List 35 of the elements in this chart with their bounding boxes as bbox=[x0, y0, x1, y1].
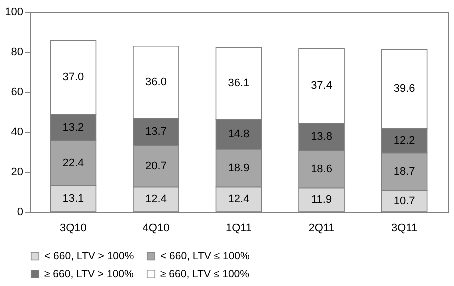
y-tick-label: 100 bbox=[5, 6, 24, 18]
x-tick-label: 3Q10 bbox=[60, 222, 87, 234]
data-label: 37.0 bbox=[62, 72, 84, 84]
data-label: 18.6 bbox=[311, 164, 332, 176]
y-tick-label: 20 bbox=[11, 166, 24, 178]
legend-label: < 660, LTV ≤ 100% bbox=[160, 250, 250, 262]
data-label: 18.7 bbox=[394, 166, 416, 178]
data-label: 18.9 bbox=[228, 162, 250, 174]
data-label: 22.4 bbox=[62, 157, 84, 170]
x-tick-label: 4Q10 bbox=[142, 222, 170, 234]
data-label: 36.0 bbox=[146, 76, 167, 88]
x-tick-label: 1Q11 bbox=[226, 222, 252, 234]
data-label: 14.8 bbox=[228, 128, 250, 141]
x-tick-label: 3Q11 bbox=[392, 222, 418, 234]
y-tick-label: 60 bbox=[11, 86, 24, 98]
data-label: 12.2 bbox=[394, 135, 416, 147]
data-label: 13.7 bbox=[146, 126, 167, 138]
data-label: 12.4 bbox=[146, 194, 167, 206]
data-label: 36.1 bbox=[228, 78, 250, 90]
data-label: 13.8 bbox=[311, 131, 332, 144]
y-tick-label: 80 bbox=[11, 46, 24, 58]
legend-label: ≥ 660, LTV ≤ 100% bbox=[160, 268, 250, 280]
data-label: 13.2 bbox=[62, 122, 84, 134]
legend-label: ≥ 660, LTV > 100% bbox=[44, 268, 134, 280]
data-label: 13.1 bbox=[62, 192, 84, 205]
data-label: 12.4 bbox=[228, 194, 250, 206]
y-tick-label: 40 bbox=[11, 126, 24, 138]
data-label: 39.6 bbox=[394, 83, 416, 96]
y-tick-label: 0 bbox=[17, 206, 24, 218]
data-label: 11.9 bbox=[311, 194, 332, 206]
x-tick-label: 2Q11 bbox=[308, 222, 335, 234]
legend-label: < 660, LTV > 100% bbox=[44, 250, 134, 262]
data-label: 37.4 bbox=[311, 80, 332, 92]
data-label: 20.7 bbox=[146, 160, 167, 172]
data-label: 10.7 bbox=[394, 195, 416, 208]
